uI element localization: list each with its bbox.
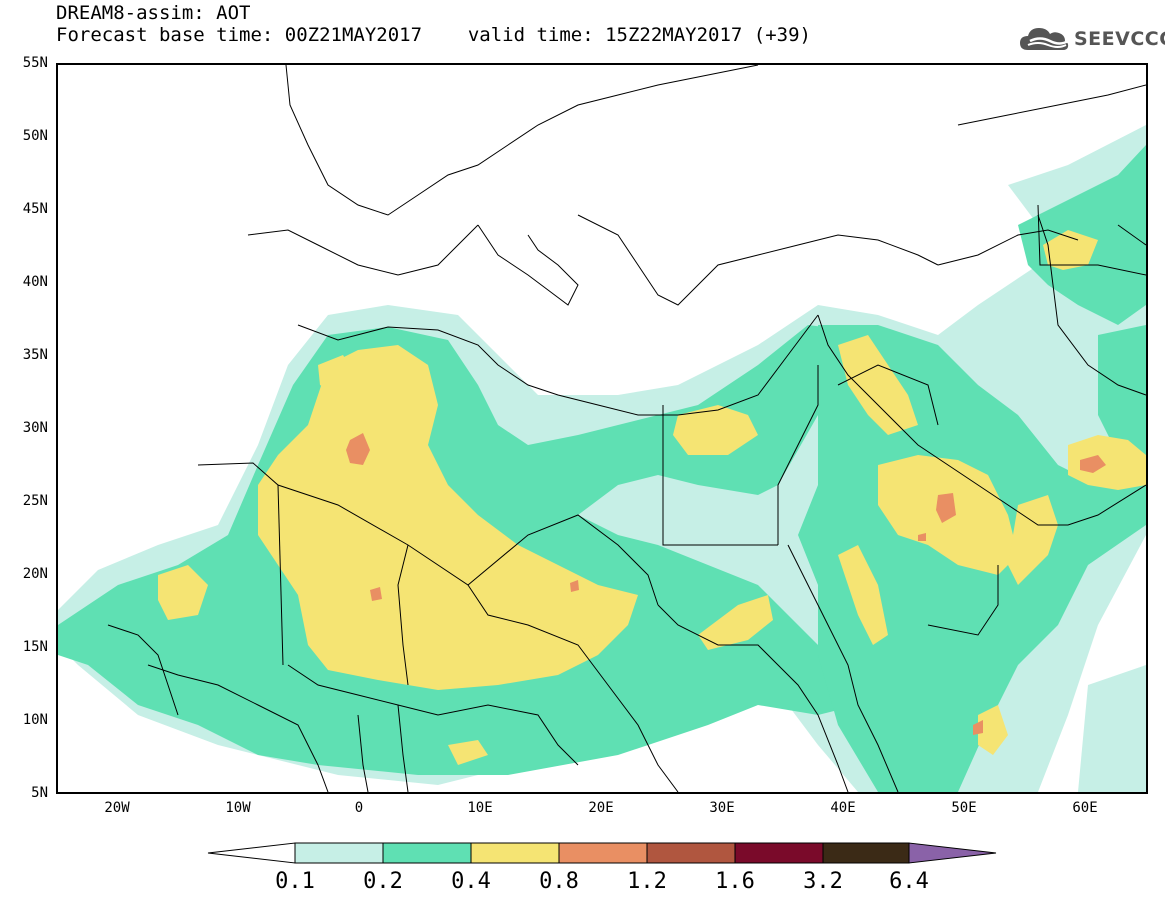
colorbar-swatch: [822, 842, 910, 864]
base-time: Forecast base time: 00Z21MAY2017: [56, 24, 423, 46]
colorbar-swatch: [470, 842, 560, 864]
colorbar-label: 0.8: [539, 869, 579, 894]
country-borders: [107, 65, 1146, 792]
lat-label: 45N: [22, 201, 48, 217]
lat-label: 55N: [22, 55, 48, 71]
valid-time: valid time: 15Z22MAY2017 (+39): [467, 24, 811, 46]
colorbar-label: 0.4: [451, 869, 491, 894]
colorbar-label: 3.2: [803, 869, 843, 894]
colorbar-label: 6.4: [889, 869, 929, 894]
cloud-icon: [1020, 28, 1069, 50]
colorbar-low-arrow: [207, 842, 296, 864]
lat-label: 15N: [22, 639, 48, 655]
lat-label: 20N: [22, 566, 48, 582]
lon-label: 20W: [104, 800, 130, 816]
lat-label: 35N: [22, 347, 48, 363]
colorbar-swatch: [294, 842, 384, 864]
lat-label: 40N: [22, 274, 48, 290]
lat-label: 5N: [31, 785, 48, 801]
logo-text: SEEVCCC: [1074, 28, 1165, 50]
lat-label: 50N: [22, 128, 48, 144]
map-panel: [56, 63, 1148, 794]
colorbar-swatch: [646, 842, 736, 864]
colorbar-swatch: [382, 842, 472, 864]
forecast-times: Forecast base time: 00Z21MAY2017 valid t…: [56, 24, 811, 46]
colorbar-swatch: [558, 842, 648, 864]
colorbar-label: 0.2: [363, 869, 403, 894]
lat-label: 10N: [22, 712, 48, 728]
lon-label: 60E: [1072, 800, 1098, 816]
colorbar-label: 0.1: [275, 869, 315, 894]
lon-label: 50E: [951, 800, 977, 816]
colorbar: [207, 842, 997, 864]
aot-band-0.4: [158, 230, 1146, 765]
lon-label: 40E: [830, 800, 856, 816]
colorbar-swatch: [734, 842, 824, 864]
lon-label: 30E: [709, 800, 735, 816]
lon-label: 10E: [467, 800, 493, 816]
colorbar-label: 1.6: [715, 869, 755, 894]
aot-band-0.8: [346, 433, 1106, 735]
aot-band-0.2: [58, 145, 1146, 792]
lon-label: 20E: [588, 800, 614, 816]
colorbar-label: 1.2: [627, 869, 667, 894]
aot-field: [58, 125, 1146, 792]
aot-map: [58, 65, 1146, 792]
map-title: DREAM8-assim: AOT: [56, 2, 251, 24]
colorbar-high-arrow: [908, 842, 997, 864]
lat-label: 25N: [22, 493, 48, 509]
lon-label: 10W: [225, 800, 251, 816]
lat-label: 30N: [22, 420, 48, 436]
lon-label: 0: [354, 800, 364, 816]
logo: SEEVCCC: [1018, 22, 1165, 56]
